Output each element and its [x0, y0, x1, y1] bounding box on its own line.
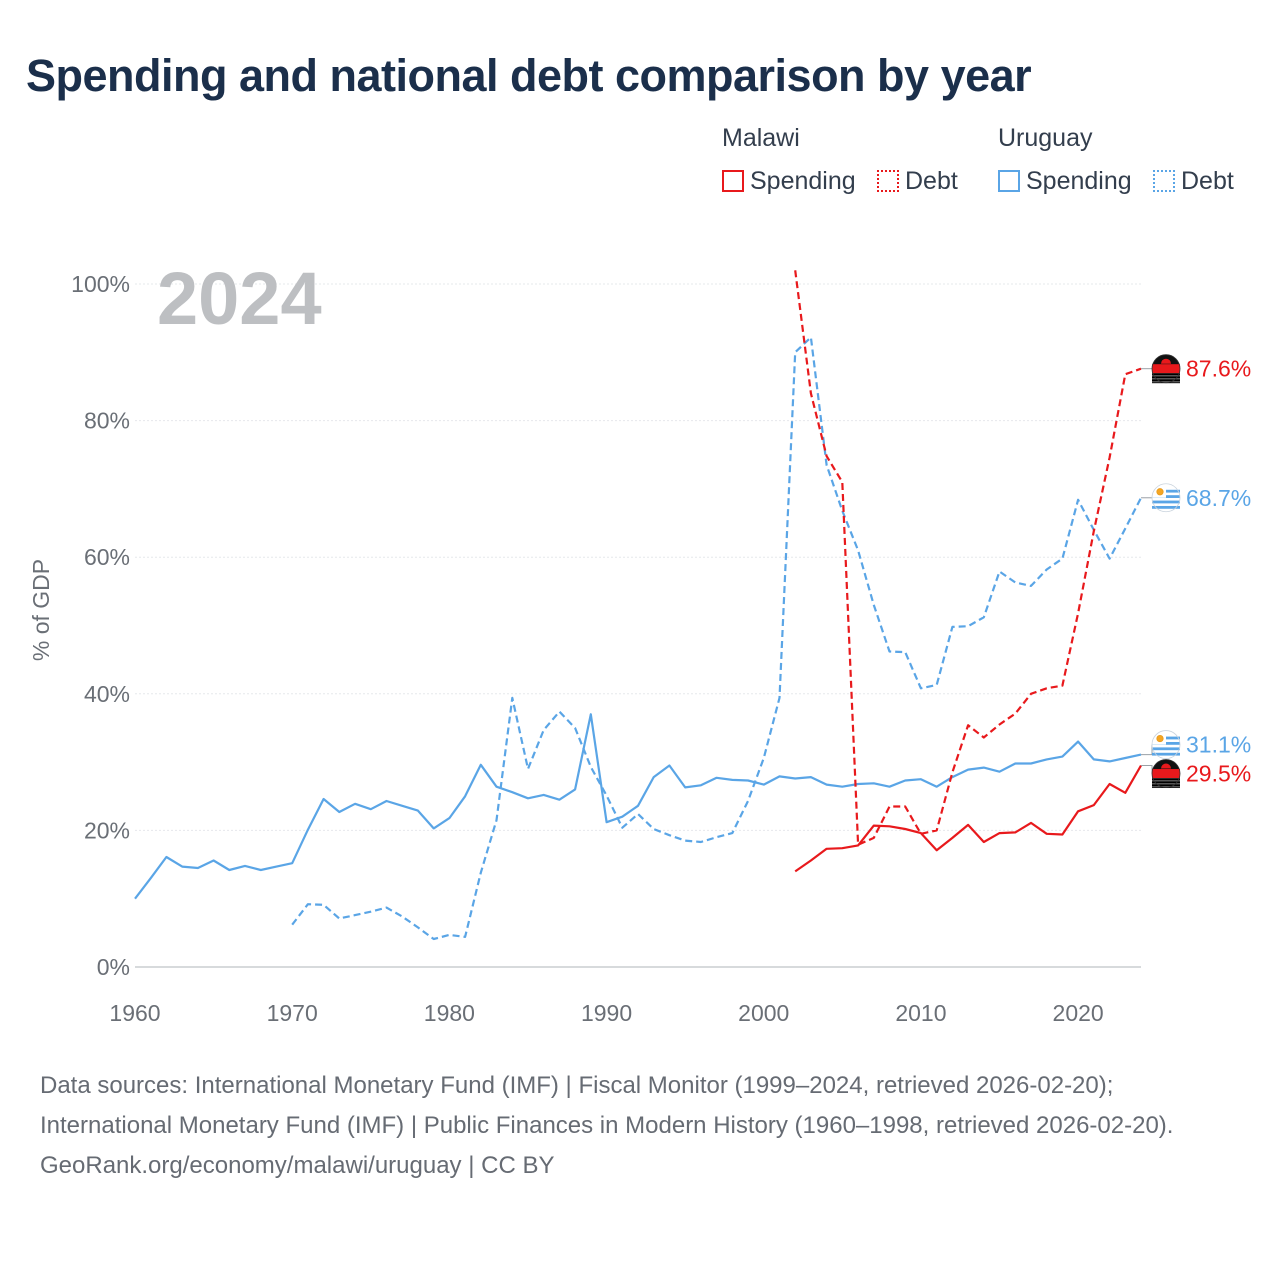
- end-connector: [1141, 744, 1153, 756]
- end-value-label: 87.6%: [1186, 356, 1251, 382]
- chart-title: Spending and national debt comparison by…: [26, 50, 1032, 101]
- legend-uruguay-debt[interactable]: Debt: [1153, 166, 1234, 196]
- end-value-label: 68.7%: [1186, 485, 1251, 511]
- legend-malawi-spending[interactable]: Spending: [722, 166, 856, 196]
- x-tick-label: 1980: [424, 1000, 475, 1026]
- uruguay-flag-icon: [1151, 483, 1181, 513]
- legend-swatch-solid: [998, 170, 1020, 192]
- series-line-uruguay-debt[interactable]: [291, 336, 1142, 941]
- y-tick-label: 0%: [97, 954, 130, 980]
- y-tick-label: 100%: [71, 271, 130, 297]
- series-line-malawi-spending[interactable]: [794, 764, 1142, 873]
- credit-link[interactable]: GeoRank.org/economy/malawi/uruguay | CC …: [40, 1152, 555, 1179]
- y-tick-label: 80%: [84, 408, 130, 434]
- legend-swatch-dotted: [877, 170, 899, 192]
- end-value-label: 29.5%: [1186, 761, 1251, 787]
- y-tick-label: 40%: [84, 681, 130, 707]
- legend-label: Debt: [905, 166, 958, 195]
- footer: Data sources: International Monetary Fun…: [40, 1066, 1240, 1186]
- end-value-label: 31.1%: [1186, 732, 1251, 758]
- y-tick-label: 60%: [84, 544, 130, 570]
- legend-group-uruguay: Uruguay: [998, 124, 1093, 152]
- x-tick-label: 2020: [1053, 1000, 1104, 1026]
- x-tick-label: 2000: [738, 1000, 789, 1026]
- legend-swatch-solid: [722, 170, 744, 192]
- y-axis-label: % of GDP: [28, 559, 54, 661]
- uruguay-flag-icon: [1151, 730, 1181, 759]
- legend-label: Spending: [1026, 166, 1132, 195]
- legend-uruguay-spending[interactable]: Spending: [998, 166, 1132, 196]
- legend-label: Debt: [1181, 166, 1234, 195]
- malawi-flag-icon: [1151, 354, 1181, 384]
- series-line-uruguay-spending[interactable]: [134, 713, 1142, 900]
- legend-malawi-debt[interactable]: Debt: [877, 166, 958, 196]
- legend-label: Spending: [750, 166, 856, 195]
- malawi-flag-icon: [1151, 759, 1181, 789]
- legend-swatch-dotted: [1153, 170, 1175, 192]
- x-tick-label: 1970: [267, 1000, 318, 1026]
- data-sources: Data sources: International Monetary Fun…: [40, 1072, 1174, 1139]
- x-tick-label: 1960: [109, 1000, 160, 1026]
- y-tick-label: 20%: [84, 817, 130, 843]
- x-tick-label: 2010: [895, 1000, 946, 1026]
- end-connector: [1141, 765, 1153, 774]
- x-tick-label: 1990: [581, 1000, 632, 1026]
- current-year-label: 2024: [157, 257, 322, 340]
- series-line-malawi-debt[interactable]: [794, 270, 1142, 846]
- legend-group-malawi: Malawi: [722, 124, 800, 152]
